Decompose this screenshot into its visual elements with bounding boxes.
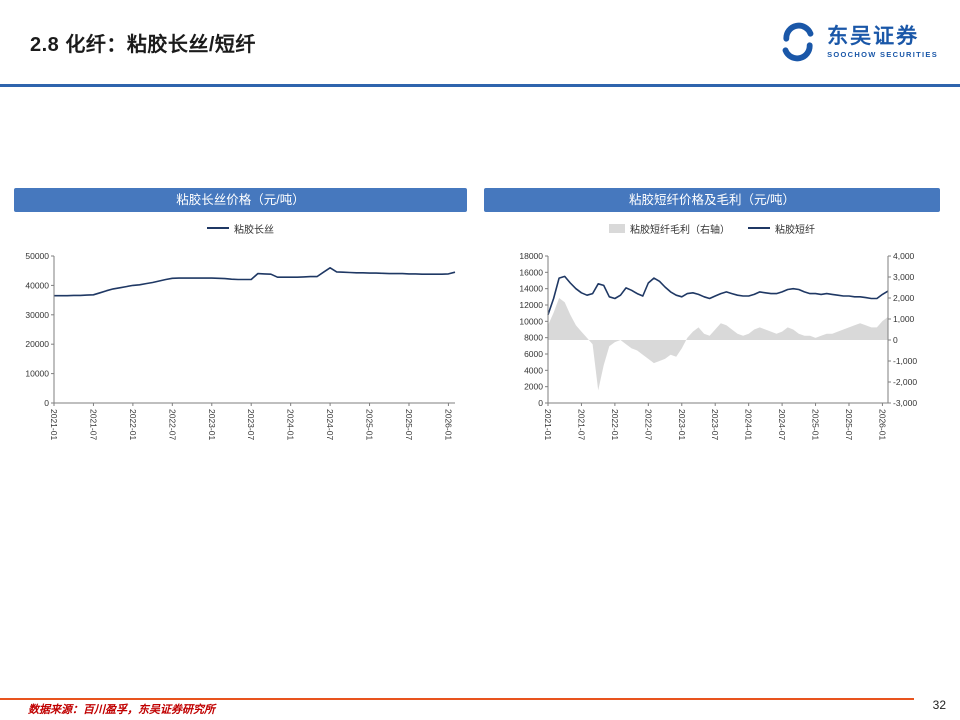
y-tick-label: 0 — [44, 398, 49, 408]
y-tick-label: 8000 — [524, 333, 543, 343]
x-tick-label: 2024-01 — [744, 409, 754, 440]
y-tick-label: 0 — [538, 398, 543, 408]
y-tick-label: -1,000 — [893, 356, 917, 366]
brand-text: 东吴证券 SOOCHOW SECURITIES — [827, 26, 938, 59]
page-title: 2.8 化纤：粘胶长丝/短纤 — [30, 33, 256, 56]
x-tick-label: 2025-07 — [404, 409, 414, 440]
x-tick-label: 2026-01 — [443, 409, 453, 440]
y-tick-label: 50000 — [25, 251, 49, 261]
y-tick-label: 2,000 — [893, 293, 915, 303]
x-tick-label: 2025-01 — [365, 409, 375, 440]
footer-divider — [0, 698, 914, 700]
x-tick-label: 2026-01 — [877, 409, 887, 440]
brand-name-cn: 东吴证券 — [827, 24, 920, 48]
legend-item: 粘胶短纤 — [748, 221, 815, 236]
y-tick-label: 4,000 — [893, 251, 915, 261]
x-tick-label: 2025-01 — [811, 409, 821, 440]
header: 2.8 化纤：粘胶长丝/短纤 东吴证券 SOOCHOW SECURITIES — [30, 22, 938, 62]
price-line-series — [547, 275, 889, 316]
y-tick-label: 3,000 — [893, 272, 915, 282]
y-tick-label: 4000 — [524, 365, 543, 375]
line-swatch-icon — [207, 227, 229, 229]
legend-label: 粘胶长丝 — [234, 224, 274, 236]
filament-price-chart: 0 10000 20000 30000 40000 50000 2021-01 2021-07… — [25, 251, 456, 440]
line-swatch-icon — [748, 227, 770, 229]
y-tick-label: 18000 — [519, 251, 543, 261]
y-tick-label: 20000 — [25, 339, 49, 349]
y-tick-label: 2000 — [524, 382, 543, 392]
x-tick-label: 2023-01 — [207, 409, 217, 440]
x-tick-label: 2022-01 — [128, 409, 138, 440]
header-divider — [0, 84, 960, 87]
area-swatch-icon — [609, 223, 625, 233]
page-number: 32 — [932, 698, 946, 712]
y-tick-label: -3,000 — [893, 398, 917, 408]
chart-title-filament: 粘胶长丝价格（元/吨） — [14, 188, 467, 212]
legend-label: 粘胶短纤 — [775, 224, 815, 236]
brand-logo: 东吴证券 SOOCHOW SECURITIES — [778, 22, 938, 62]
x-tick-label: 2021-07 — [576, 409, 586, 440]
x-tick-label: 2022-07 — [167, 409, 177, 440]
y-tick-label: 30000 — [25, 310, 49, 320]
y-tick-label: 16000 — [519, 267, 543, 277]
brand-name-en: SOOCHOW SECURITIES — [827, 49, 938, 59]
chart-title-staple: 粘胶短纤价格及毛利（元/吨） — [484, 188, 940, 212]
legend-label: 粘胶短纤毛利（右轴） — [630, 224, 730, 236]
y-tick-label: -2,000 — [893, 377, 917, 387]
y-tick-label: 0 — [893, 335, 898, 345]
y-tick-label: 10000 — [25, 369, 49, 379]
margin-area-series — [548, 298, 888, 391]
y-tick-label: 40000 — [25, 280, 49, 290]
x-tick-label: 2021-07 — [88, 409, 98, 440]
x-tick-label: 2024-01 — [286, 409, 296, 440]
x-tick-label: 2023-07 — [710, 409, 720, 440]
y-tick-label: 12000 — [519, 300, 543, 310]
chart-card-staple: 粘胶短纤价格及毛利（元/吨） 粘胶短纤毛利（右轴） 粘胶短纤 0 2000 4000… — [484, 188, 940, 456]
chart-card-filament: 粘胶长丝价格（元/吨） 粘胶长丝 0 10000 20000 30000 40000 50… — [14, 188, 467, 456]
x-tick-label: 2022-07 — [643, 409, 653, 440]
charts-row: 粘胶长丝价格（元/吨） 粘胶长丝 0 10000 20000 30000 40000 50… — [14, 188, 940, 456]
x-tick-label: 2024-07 — [777, 409, 787, 440]
y-tick-label: 10000 — [519, 316, 543, 326]
x-tick-label: 2023-07 — [246, 409, 256, 440]
x-tick-label: 2022-01 — [610, 409, 620, 440]
x-tick-label: 2021-01 — [543, 409, 553, 440]
staple-price-margin-chart: 0 2000 4000 6000 8000 10000 12000 14000 16000 180… — [519, 251, 917, 440]
legend-filament: 粘胶长丝 — [14, 221, 467, 236]
legend-item: 粘胶长丝 — [207, 221, 274, 236]
price-line-series — [54, 266, 456, 297]
legend-staple: 粘胶短纤毛利（右轴） 粘胶短纤 — [484, 221, 940, 236]
x-tick-label: 2021-01 — [49, 409, 59, 440]
x-tick-label: 2025-07 — [844, 409, 854, 440]
y-tick-label: 1,000 — [893, 314, 915, 324]
soochow-logo-icon — [782, 22, 814, 62]
legend-item: 粘胶短纤毛利（右轴） — [609, 221, 730, 236]
source-note: 数据来源：百川盈孚，东吴证券研究所 — [28, 704, 215, 716]
x-tick-label: 2024-07 — [325, 409, 335, 440]
y-tick-label: 6000 — [524, 349, 543, 359]
x-tick-label: 2023-01 — [677, 409, 687, 440]
y-tick-label: 14000 — [519, 284, 543, 294]
